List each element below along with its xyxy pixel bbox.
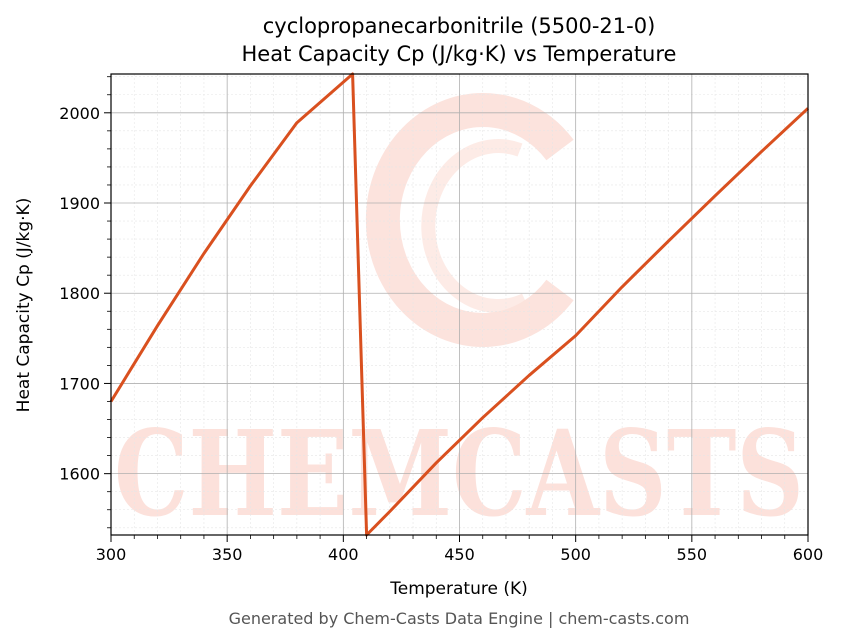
x-tick-label: 600 [793,545,824,564]
chart-title: cyclopropanecarbonitrile (5500-21-0) [263,14,656,38]
y-tick-labels: 1600 1700 1800 1900 2000 [59,104,100,484]
y-tick-label: 1700 [59,374,100,393]
y-tick-label: 1800 [59,284,100,303]
series-line [109,72,810,537]
x-tick-label: 400 [328,545,359,564]
footer-credit: Generated by Chem-Casts Data Engine | ch… [229,609,690,628]
y-axis-label: Heat Capacity Cp (J/kg·K) [14,198,34,413]
x-tick-label: 300 [96,545,127,564]
x-tick-label: 450 [444,545,475,564]
x-tick-label: 500 [560,545,591,564]
x-tick-label: 550 [677,545,708,564]
axis-ticks [104,76,809,542]
y-tick-label: 2000 [59,104,100,123]
y-tick-label: 1900 [59,194,100,213]
x-tick-label: 350 [212,545,243,564]
y-tick-label: 1600 [59,465,100,484]
watermark: CHEMCASTS [114,93,804,543]
chart-subtitle: Heat Capacity Cp (J/kg·K) vs Temperature [242,42,677,66]
x-tick-labels: 300 350 400 450 500 550 600 [96,545,824,564]
watermark-logo-icon [365,93,574,347]
x-axis-label: Temperature (K) [389,579,528,599]
